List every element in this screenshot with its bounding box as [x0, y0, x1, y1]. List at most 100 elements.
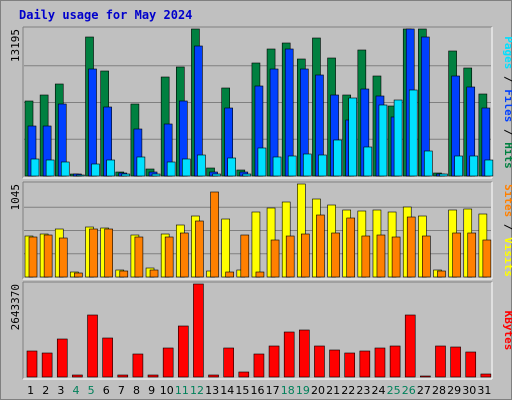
bar-sites-day-3 [58, 237, 68, 278]
day-label-31: 31 [477, 384, 491, 397]
bar-pages-day-1 [30, 158, 40, 177]
bar-sites-day-16 [255, 271, 265, 278]
day-label-14: 14 [220, 384, 234, 397]
bar-sites-day-17 [270, 239, 280, 278]
bar-kbytes-day-18 [283, 331, 295, 378]
bar-kbytes-day-15 [238, 371, 250, 378]
legend-part: Files [502, 89, 512, 122]
bar-sites-day-21 [331, 232, 340, 278]
bar-kbytes-day-22 [344, 352, 356, 378]
day-label-23: 23 [356, 384, 370, 397]
bar-pages-day-24 [378, 104, 388, 177]
max-label-hits-files-pages: 13195 [9, 29, 22, 62]
bar-pages-day-23 [363, 146, 373, 177]
bar-kbytes-day-5 [87, 314, 98, 378]
day-label-17: 17 [266, 384, 280, 397]
bar-kbytes-day-20 [314, 345, 325, 378]
day-label-6: 6 [103, 384, 110, 397]
bar-sites-day-13 [210, 191, 219, 278]
bar-kbytes-day-31 [480, 373, 492, 378]
bar-pages-day-31 [484, 159, 494, 177]
legend-part: / [502, 122, 512, 142]
bar-sites-day-28 [437, 270, 446, 278]
bar-kbytes-day-7 [117, 374, 129, 378]
day-label-26: 26 [402, 384, 416, 397]
bar-pages-day-5 [91, 163, 100, 177]
bar-kbytes-day-3 [56, 338, 68, 378]
bar-sites-day-1 [28, 236, 38, 278]
day-label-25: 25 [387, 384, 401, 397]
bar-pages-day-29 [454, 155, 463, 177]
bar-kbytes-day-1 [26, 350, 38, 378]
bar-pages-day-6 [106, 159, 115, 177]
bar-kbytes-day-6 [102, 337, 113, 378]
bar-sites-day-24 [376, 234, 386, 278]
bar-visits-day-16 [251, 211, 261, 278]
bar-kbytes-day-17 [268, 345, 280, 378]
bar-pages-day-13 [212, 173, 221, 177]
day-label-1: 1 [27, 384, 34, 397]
bar-sites-day-9 [149, 269, 159, 278]
day-label-13: 13 [205, 384, 219, 397]
bar-kbytes-day-9 [147, 374, 159, 378]
day-label-5: 5 [88, 384, 95, 397]
day-label-24: 24 [372, 384, 386, 397]
bar-kbytes-day-4 [72, 374, 83, 378]
day-label-27: 27 [417, 384, 431, 397]
bar-kbytes-day-14 [223, 347, 234, 378]
legend-part: Sites [502, 184, 512, 217]
legend-visits-sites: Sites / Visits [502, 184, 512, 277]
bar-visits-day-14 [221, 218, 230, 278]
bar-kbytes-day-21 [329, 349, 340, 378]
bar-sites-day-12 [195, 220, 204, 278]
day-label-18: 18 [281, 384, 295, 397]
day-label-21: 21 [326, 384, 340, 397]
day-label-28: 28 [432, 384, 446, 397]
legend-hits-files-pages: Pages / Files / Hits [502, 36, 512, 169]
bar-pages-day-16 [257, 147, 267, 177]
bar-pages-day-11 [181, 158, 191, 177]
legend-part: Hits [502, 142, 512, 169]
bar-pages-day-10 [166, 161, 176, 177]
bar-pages-day-7 [121, 173, 131, 177]
bar-kbytes-day-26 [404, 314, 416, 378]
bar-kbytes-day-19 [299, 329, 310, 378]
legend-part: / [502, 217, 512, 237]
bar-sites-day-22 [346, 217, 356, 278]
bar-pages-day-28 [439, 173, 448, 177]
day-label-29: 29 [447, 384, 461, 397]
bar-pages-day-2 [45, 159, 55, 177]
chart-title: Daily usage for May 2024 [19, 8, 193, 22]
day-label-19: 19 [296, 384, 310, 397]
bar-kbytes-day-11 [177, 325, 189, 378]
day-label-9: 9 [148, 384, 155, 397]
bar-kbytes-day-24 [374, 347, 386, 378]
bar-sites-day-18 [285, 235, 295, 278]
bar-sites-day-14 [225, 271, 234, 278]
day-label-2: 2 [42, 384, 49, 397]
bar-kbytes-day-25 [389, 345, 401, 378]
bar-pages-day-21 [333, 139, 342, 177]
bar-sites-day-20 [316, 214, 325, 278]
legend-part: / [502, 69, 512, 89]
day-label-7: 7 [118, 384, 125, 397]
bar-kbytes-day-13 [208, 374, 219, 378]
bar-pages-day-17 [272, 156, 282, 177]
bar-sites-day-30 [467, 232, 477, 278]
bar-kbytes-day-29 [450, 346, 461, 378]
bar-pages-day-25 [393, 99, 403, 177]
day-label-10: 10 [160, 384, 174, 397]
bar-pages-day-12 [197, 154, 206, 177]
max-label-kbytes: 2643370 [9, 284, 22, 330]
bar-kbytes-day-28 [435, 345, 446, 378]
day-label-16: 16 [251, 384, 265, 397]
bar-files-day-5 [88, 68, 97, 177]
day-label-20: 20 [311, 384, 325, 397]
max-label-visits-sites: 1045 [9, 184, 22, 211]
bar-pages-day-30 [469, 155, 479, 177]
day-label-3: 3 [57, 384, 64, 397]
legend-part: Pages [502, 36, 512, 69]
bar-kbytes-day-12 [193, 283, 204, 378]
bar-kbytes-day-23 [359, 350, 371, 378]
